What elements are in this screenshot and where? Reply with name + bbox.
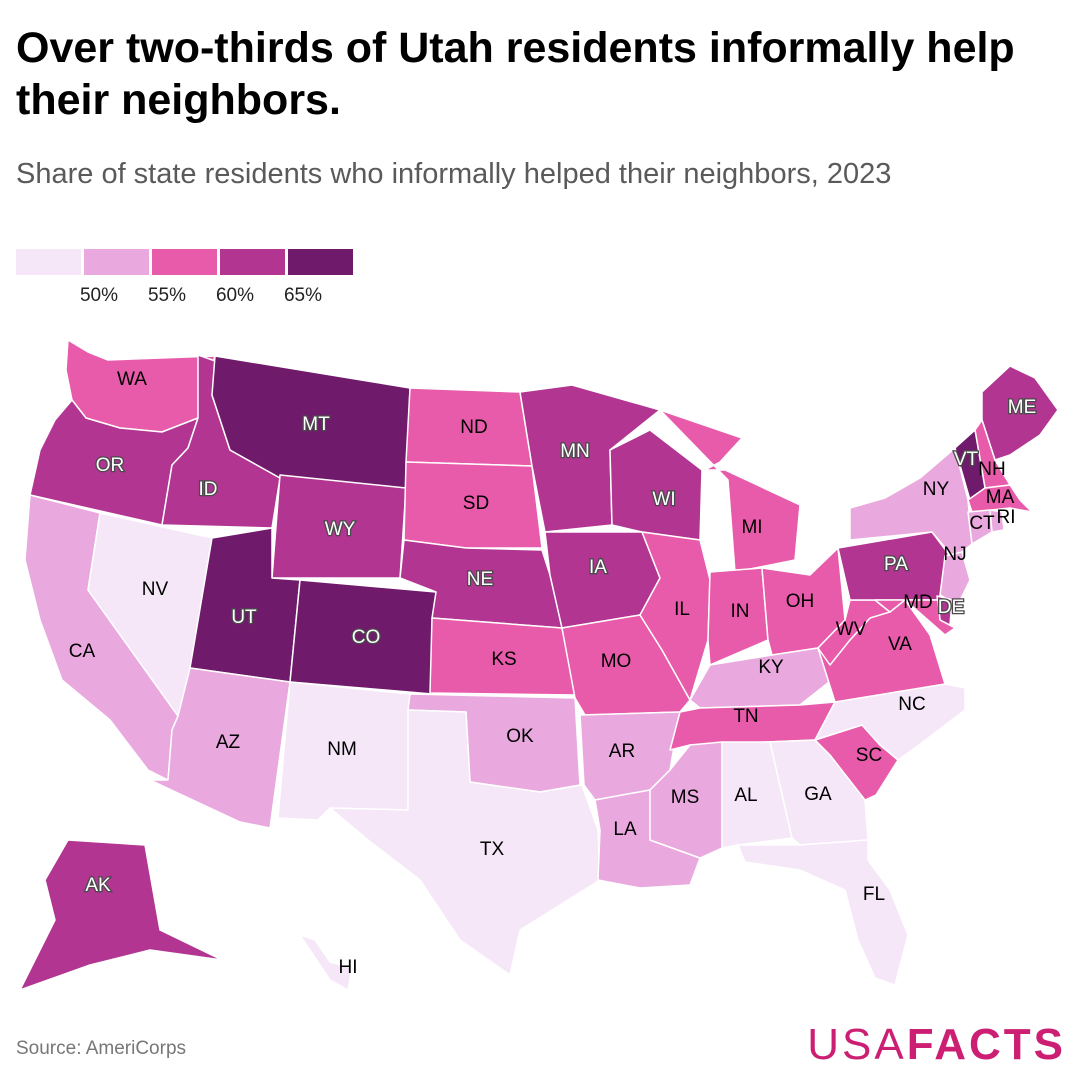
legend-swatch-bin-0	[16, 249, 81, 275]
state-label-mo: MO	[601, 651, 632, 672]
state-label-hi: HI	[339, 957, 358, 978]
state-label-ok: OK	[506, 726, 534, 747]
usafacts-logo: USAFACTS	[807, 1020, 1066, 1070]
state-label-wa: WA	[117, 369, 147, 390]
state-label-me: ME	[1008, 397, 1037, 418]
state-label-sc: SC	[856, 745, 882, 766]
state-sd	[403, 461, 543, 549]
state-label-mt: MT	[302, 414, 330, 435]
state-mi	[659, 409, 801, 573]
state-az	[149, 667, 291, 829]
labels-layer: WA OR CA NV ID MT WY UT CO AZ NM ND SD NE KS OK TX MN IA MO…	[69, 369, 1038, 978]
state-label-ri: RI	[997, 507, 1016, 528]
legend-tick-50: 50%	[79, 285, 119, 306]
state-in	[707, 567, 769, 666]
state-label-ut: UT	[231, 607, 257, 628]
state-label-in: IN	[731, 601, 750, 622]
chart-title: Over two-thirds of Utah residents inform…	[16, 24, 1015, 124]
legend-tick-55: 55%	[147, 285, 187, 306]
legend-swatch-bin-2	[152, 249, 217, 275]
state-label-pa: PA	[884, 554, 908, 575]
state-label-nd: ND	[460, 417, 487, 438]
state-ky	[689, 647, 839, 709]
state-label-la: LA	[613, 819, 637, 840]
state-label-az: AZ	[216, 732, 241, 753]
state-label-nm: NM	[327, 739, 357, 760]
state-label-co: CO	[352, 627, 381, 648]
state-label-nh: NH	[978, 459, 1005, 480]
legend-swatch-bin-3	[220, 249, 285, 275]
source-note: Source: AmeriCorps	[16, 1038, 187, 1059]
state-label-ny: NY	[923, 479, 950, 500]
state-label-mi: MI	[741, 517, 762, 538]
state-label-ca: CA	[69, 641, 96, 662]
state-md	[874, 599, 956, 636]
legend-tick-65: 65%	[283, 285, 323, 306]
state-label-ms: MS	[671, 787, 700, 808]
state-nj	[939, 551, 971, 606]
state-label-de: DE	[938, 597, 964, 618]
state-label-ct: CT	[969, 513, 995, 534]
state-label-vt: VT	[954, 449, 979, 470]
state-label-ks: KS	[491, 649, 516, 670]
state-label-il: IL	[674, 599, 690, 620]
state-label-ia: IA	[589, 557, 607, 578]
legend-tick-labels: 50% 55% 60% 65%	[16, 285, 353, 315]
state-label-oh: OH	[786, 591, 815, 612]
state-label-nv: NV	[142, 579, 169, 600]
state-label-nc: NC	[898, 694, 925, 715]
state-ri	[989, 509, 1005, 533]
state-label-tn: TN	[733, 706, 758, 727]
state-label-wi: WI	[652, 489, 675, 510]
state-nc	[814, 683, 966, 761]
state-wi	[609, 429, 703, 541]
state-ak	[19, 839, 223, 991]
state-label-ga: GA	[804, 784, 832, 805]
state-label-ma: MA	[986, 487, 1015, 508]
state-label-md: MD	[903, 592, 933, 613]
state-label-wy: WY	[325, 519, 356, 540]
legend-tick-60: 60%	[215, 285, 255, 306]
state-label-ky: KY	[758, 657, 784, 678]
state-label-ar: AR	[609, 741, 635, 762]
state-label-ak: AK	[85, 875, 111, 896]
state-label-fl: FL	[863, 884, 885, 905]
state-label-or: OR	[96, 455, 125, 476]
logo-text-usa: USA	[807, 1020, 907, 1069]
state-al	[721, 741, 793, 849]
state-label-id: ID	[199, 479, 218, 500]
legend-swatch-bin-4	[288, 249, 353, 275]
state-label-wv: WV	[836, 619, 867, 640]
color-legend: 50% 55% 60% 65%	[16, 249, 353, 315]
legend-swatch-bin-1	[84, 249, 149, 275]
state-label-nj: NJ	[943, 544, 966, 565]
legend-swatches	[16, 249, 353, 275]
state-label-tx: TX	[480, 839, 505, 860]
state-fl	[737, 839, 909, 986]
state-label-ne: NE	[467, 569, 493, 590]
logo-text-facts: FACTS	[906, 1020, 1066, 1069]
state-label-al: AL	[734, 785, 757, 806]
state-label-sd: SD	[463, 493, 489, 514]
us-choropleth-map: WA OR CA NV ID MT WY UT CO AZ NM ND SD NE KS OK TX MN IA MO…	[19, 339, 1059, 991]
state-hi	[299, 934, 353, 991]
chart-subtitle: Share of state residents who informally …	[16, 158, 892, 190]
state-label-va: VA	[888, 634, 912, 655]
states-layer	[19, 339, 1059, 991]
state-label-mn: MN	[560, 441, 590, 462]
